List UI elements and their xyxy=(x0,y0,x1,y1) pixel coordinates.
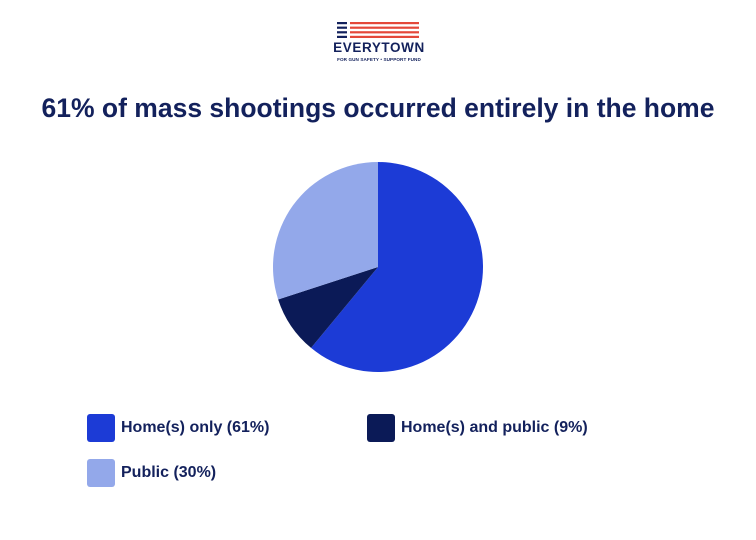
legend-swatch-home-and-public xyxy=(367,414,395,442)
pie-slice-home-and-public xyxy=(278,267,378,348)
legend-label-home-only: Home(s) only (61%) xyxy=(121,419,270,436)
legend-item-home-only: Home(s) only (61%) xyxy=(87,413,269,443)
flag-stripes-icon xyxy=(337,22,419,38)
pie-chart xyxy=(273,162,483,372)
legend-item-home-and-public: Home(s) and public (9%) xyxy=(367,413,588,443)
legend-item-public: Public (30%) xyxy=(87,458,216,488)
legend-label-public: Public (30%) xyxy=(121,464,217,481)
logo-wordmark: EVERYTOWN xyxy=(333,40,425,55)
legend-swatch-home-only xyxy=(87,414,115,442)
logo-tagline: FOR GUN SAFETY • SUPPORT FUND xyxy=(337,57,421,62)
pie-slice-home-only xyxy=(311,162,483,372)
chart-title: 61% of mass shootings occurred entirely … xyxy=(41,93,715,123)
pie-slice-public xyxy=(273,162,378,300)
legend-swatch-public xyxy=(87,459,115,487)
everytown-logo: EVERYTOWN FOR GUN SAFETY • SUPPORT FUND xyxy=(333,22,425,66)
legend-label-home-and-public: Home(s) and public (9%) xyxy=(401,419,588,436)
